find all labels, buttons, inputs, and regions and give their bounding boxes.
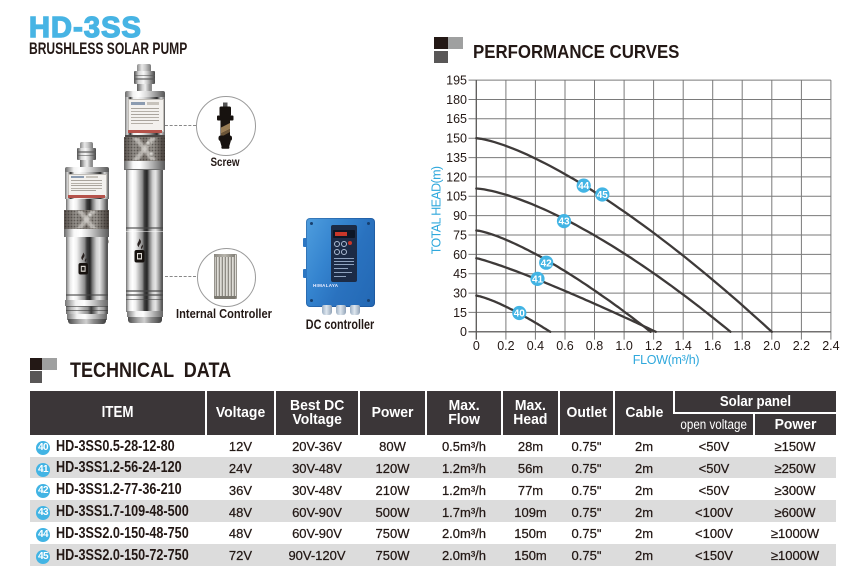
svg-text:42: 42 [541,258,553,269]
svg-text:15: 15 [453,306,467,320]
svg-text:135: 135 [446,151,467,165]
svg-text:44: 44 [578,181,590,192]
svg-text:1.2: 1.2 [645,339,662,353]
svg-text:41: 41 [532,275,544,286]
svg-text:195: 195 [446,74,467,88]
svg-text:0: 0 [473,339,480,353]
svg-text:0.2: 0.2 [497,339,514,353]
svg-text:165: 165 [446,112,467,126]
svg-text:45: 45 [453,267,467,281]
svg-text:1.8: 1.8 [734,339,751,353]
svg-text:150: 150 [446,132,467,146]
svg-text:1.4: 1.4 [675,339,692,353]
svg-text:1.0: 1.0 [615,339,632,353]
svg-text:2.0: 2.0 [763,339,780,353]
svg-text:105: 105 [446,190,467,204]
svg-text:60: 60 [453,248,467,262]
svg-text:30: 30 [453,287,467,301]
svg-text:2.4: 2.4 [822,339,839,353]
svg-text:1.6: 1.6 [704,339,721,353]
svg-text:90: 90 [453,209,467,223]
svg-text:45: 45 [597,190,609,201]
svg-text:0.8: 0.8 [586,339,603,353]
svg-text:2.2: 2.2 [793,339,810,353]
svg-text:FLOW(m³/h): FLOW(m³/h) [633,353,700,367]
svg-text:43: 43 [558,217,570,228]
svg-text:TOTAL HEAD(m): TOTAL HEAD(m) [430,166,444,254]
svg-text:0.6: 0.6 [556,339,573,353]
svg-text:40: 40 [514,309,526,320]
svg-text:0: 0 [460,325,467,339]
svg-text:120: 120 [446,170,467,184]
svg-text:0.4: 0.4 [527,339,544,353]
svg-text:180: 180 [446,93,467,107]
svg-text:75: 75 [453,228,467,242]
